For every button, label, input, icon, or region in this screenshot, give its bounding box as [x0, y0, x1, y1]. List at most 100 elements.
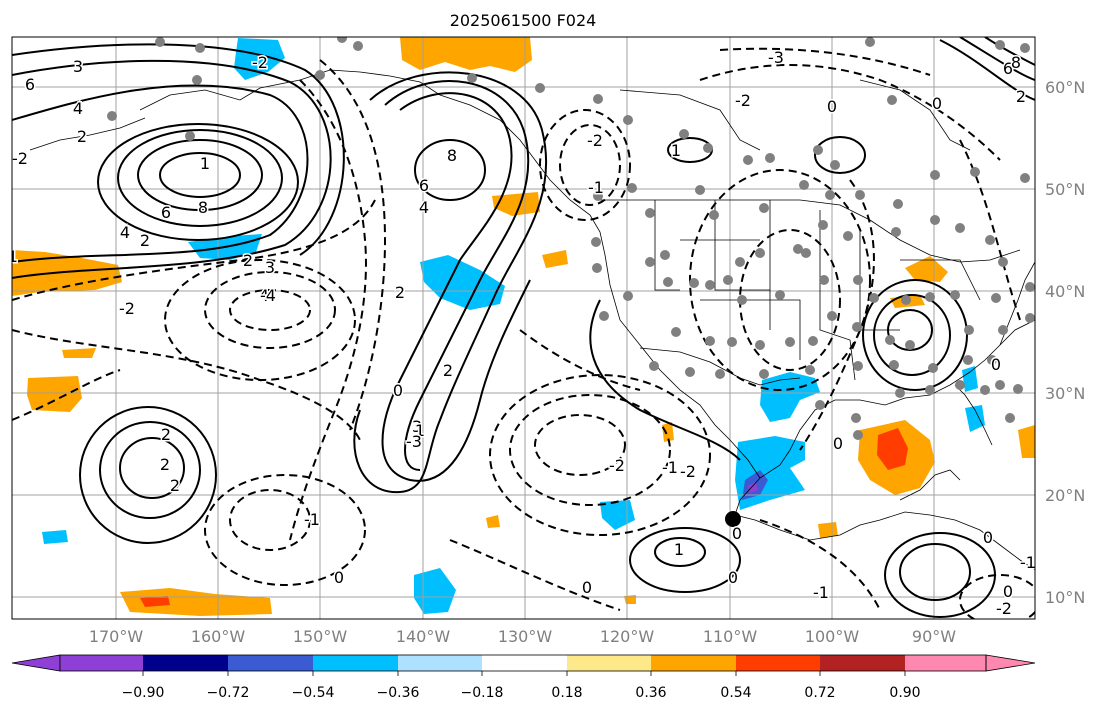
red-patch-south-pacific [140, 596, 170, 607]
negative-contour-label: -1 [1020, 553, 1036, 572]
cyan-patch-florida [962, 366, 978, 392]
station-dot [663, 277, 673, 287]
negative-contour-label: 0 [991, 355, 1001, 374]
dash-south2 [759, 519, 881, 611]
colorbar-tick-label: −0.18 [461, 685, 504, 701]
negative-contour-label: 0 [732, 524, 742, 543]
station-dot [705, 280, 715, 290]
negative-contour-label: -2 [735, 91, 751, 110]
lon-label: 140°W [396, 627, 451, 646]
dash-south [449, 539, 621, 611]
orange-patch-atlantic [1018, 425, 1035, 458]
station-dot [793, 244, 803, 254]
station-dot [980, 385, 990, 395]
coast-alaska [139, 69, 761, 516]
border-canada-us [600, 199, 1021, 263]
negative-contour-label: 0 [728, 568, 738, 587]
coast-aleutians [29, 117, 146, 151]
colorbar-tick-label: 0.36 [635, 685, 666, 701]
positive-contour-label: 4 [259, 286, 269, 305]
negative-contours [12, 47, 1035, 619]
lon-label: 160°W [191, 627, 246, 646]
lon-label: 120°W [600, 627, 655, 646]
positive-contour-label: 4 [73, 99, 83, 118]
station-dot [593, 94, 603, 104]
station-dot [930, 215, 940, 225]
contour-ne2 [959, 37, 1035, 81]
lon-label: 170°W [89, 627, 144, 646]
contour-ridge1 [381, 92, 531, 482]
map-frame [11, 36, 1036, 620]
colorbar-tick-label: −0.54 [292, 685, 335, 701]
station-dot [775, 290, 785, 300]
station-dot [818, 220, 828, 230]
negative-contour-label: -1 [304, 510, 320, 529]
station-dot [737, 295, 747, 305]
station-dot [1013, 384, 1023, 394]
positive-contour-label: 8 [198, 198, 208, 217]
station-dot [1020, 43, 1030, 53]
station-dot [905, 340, 915, 350]
positive-contour-label: 2 [1016, 87, 1026, 106]
positive-contour-label: 1 [415, 421, 425, 440]
positive-contour-label: 1 [200, 154, 210, 173]
station-dot [865, 37, 875, 47]
purple-patch-mexico [748, 482, 758, 493]
colorbar-tick-label: 0.18 [551, 685, 582, 701]
lat-label: 40°N [1045, 282, 1085, 301]
station-dot [825, 190, 835, 200]
negative-contour-label: -2 [680, 462, 696, 481]
canada-line [619, 89, 761, 151]
negative-contour-label: 0 [334, 568, 344, 587]
colorbar-segment [567, 655, 651, 671]
station-dot [869, 293, 879, 303]
colorbar-tick-label: −0.72 [207, 685, 250, 701]
state-line-4 [819, 210, 856, 381]
station-dot [337, 37, 347, 43]
positive-contour-label: 2 [77, 127, 87, 146]
state-line-2 [714, 200, 771, 330]
colorbar-segment [228, 655, 313, 671]
positive-contour-label: 2 [170, 476, 180, 495]
positive-contour-label: 2 [395, 283, 405, 302]
station-dot [727, 337, 737, 347]
cyan-patch-south-3 [42, 530, 68, 544]
contour-ne [939, 39, 1035, 101]
negative-contour-label: -1 [662, 458, 678, 477]
station-dot [901, 295, 911, 305]
station-dot [852, 322, 862, 332]
colorbar-segment [905, 655, 986, 671]
station-dot [853, 361, 863, 371]
station-dot [963, 355, 973, 365]
station-dot [855, 190, 865, 200]
station-dot [645, 208, 655, 218]
station-dot [192, 75, 202, 85]
orange-patch-west-1 [12, 250, 122, 296]
positive-contour-label: 3 [73, 57, 83, 76]
station-dot [592, 263, 602, 273]
station-dot [709, 210, 719, 220]
station-dot [315, 70, 325, 80]
station-dot [925, 385, 935, 395]
positive-contours [12, 37, 1035, 618]
red-patch-gulf [877, 428, 908, 470]
lat-label: 60°N [1045, 78, 1085, 97]
station-dot [928, 363, 938, 373]
map-title: 2025061500 F024 [450, 11, 597, 30]
negative-contour-label: -2 [119, 299, 135, 318]
station-dot [893, 199, 903, 209]
station-dot [964, 325, 974, 335]
station-dot [891, 227, 901, 237]
lon-label: 130°W [498, 627, 553, 646]
negative-contour-label: -2 [12, 149, 28, 168]
station-dot [765, 153, 775, 163]
station-dot [1020, 173, 1030, 183]
orange-patch-south-5 [818, 522, 838, 538]
contour-w2 [12, 59, 332, 279]
positive-contour-label: 2 [161, 425, 171, 444]
station-dot [679, 129, 689, 139]
station-dot [991, 293, 1001, 303]
station-dot [1005, 413, 1015, 423]
station-dot [185, 131, 195, 141]
